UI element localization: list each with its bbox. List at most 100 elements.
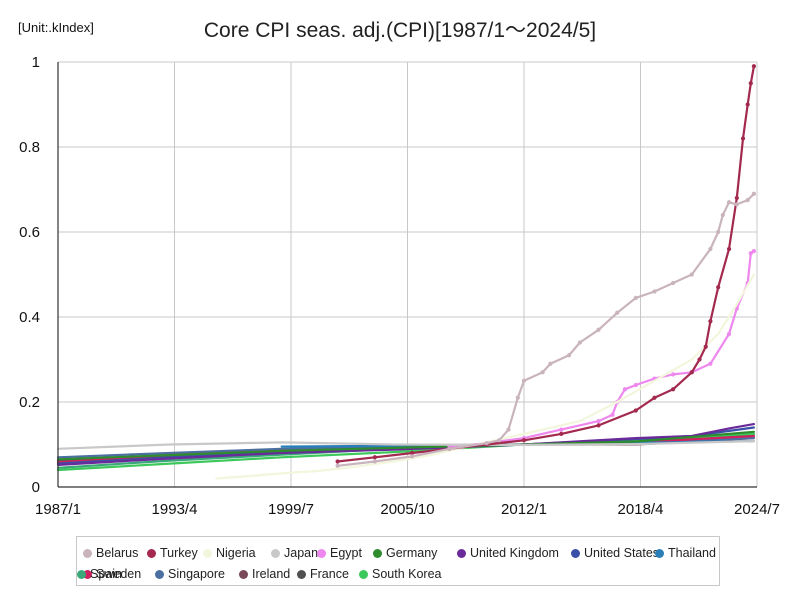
legend-item: Germany [373, 546, 437, 560]
data-point [748, 81, 753, 86]
data-point [559, 427, 564, 432]
legend-swatch [203, 549, 212, 558]
y-tick-label: 1 [32, 54, 40, 71]
data-point [748, 251, 753, 256]
data-point [577, 340, 583, 345]
legend-label: Thailand [668, 546, 716, 560]
x-tick-label: 1987/1 [35, 501, 81, 518]
legend-label: Sweden [96, 567, 142, 581]
legend-item: Thailand [655, 546, 716, 560]
legend-item: Sweden [83, 567, 141, 581]
data-point [484, 441, 489, 446]
legend-swatch [83, 570, 92, 579]
data-point [548, 361, 553, 366]
series-line-south-korea [56, 432, 755, 472]
legend-swatch [655, 549, 664, 558]
x-tick-label: 2018/4 [618, 501, 664, 518]
legend-label: Singapore [168, 567, 225, 581]
legend-label: Egypt [330, 546, 362, 560]
data-point [521, 438, 527, 443]
chart-title: Core CPI seas. adj.(CPI)[1987/1〜2024/5] [203, 19, 597, 42]
data-point [726, 200, 732, 205]
data-point [622, 387, 628, 392]
legend: Belarus Turkey Nigeria Japan Egypt Germany Uni… [76, 536, 720, 586]
series-line-japan [56, 440, 755, 450]
data-point [745, 102, 750, 107]
data-point [410, 454, 415, 459]
data-point [716, 285, 721, 290]
series-lines [56, 64, 756, 480]
legend-label: Germany [386, 546, 438, 560]
data-point [521, 378, 527, 383]
legend-swatch [571, 549, 580, 558]
data-point [372, 459, 377, 464]
data-point [726, 246, 732, 252]
legend-item: Japan [271, 546, 318, 560]
data-point [716, 229, 721, 235]
data-point [751, 191, 756, 196]
legend-item: Singapore [155, 567, 225, 581]
data-point [652, 289, 657, 294]
data-point [596, 327, 601, 332]
data-point [410, 450, 415, 456]
legend-label: Nigeria [216, 546, 256, 560]
series-line-germany [56, 430, 755, 461]
legend-label: Turkey [160, 546, 198, 560]
legend-swatch [239, 570, 248, 579]
x-tick-label: 2012/1 [501, 501, 547, 518]
legend-label: Japan [284, 546, 319, 560]
y-tick-label: 0.4 [19, 309, 40, 326]
data-point [671, 280, 676, 286]
legend-label: United States [584, 546, 660, 560]
legend-item: France [297, 567, 349, 581]
series-line-egypt [448, 250, 755, 448]
data-point [335, 463, 340, 468]
grid-lines [57, 61, 758, 488]
legend-label: Belarus [96, 546, 139, 560]
data-point [559, 431, 564, 436]
data-point [372, 455, 377, 460]
legend-label: France [310, 567, 349, 581]
data-point [697, 357, 702, 362]
x-tick-label: 1993/4 [152, 501, 198, 518]
data-point [596, 419, 601, 424]
legend-item: South Korea [359, 567, 442, 581]
data-point [633, 382, 638, 388]
data-point [708, 246, 713, 252]
legend-label: Ireland [252, 567, 291, 581]
data-point [506, 427, 511, 432]
data-point [497, 438, 502, 443]
legend-item: Ireland [239, 567, 290, 581]
data-point [335, 459, 340, 464]
legend-item: Spain [77, 567, 122, 581]
legend-swatch [317, 549, 326, 558]
data-point [745, 198, 750, 203]
data-point [689, 272, 694, 277]
data-point [633, 408, 638, 413]
x-tick-label: 2005/10 [380, 501, 434, 518]
data-point [610, 412, 615, 417]
legend-swatch [77, 570, 86, 579]
data-point [596, 423, 601, 428]
series-line-nigeria [215, 273, 755, 480]
data-point [708, 361, 713, 366]
legend-swatch [271, 549, 280, 558]
data-point [726, 331, 732, 337]
tick-labels: 0 0.2 0.4 0.6 0.8 1 1987/1 1993/4 1999/7 2005/10 2… [19, 54, 780, 518]
legend-item: United States [571, 546, 659, 560]
data-point [740, 136, 746, 141]
legend-swatch [147, 549, 156, 558]
legend-label: United Kingdom [470, 546, 559, 560]
data-point [615, 310, 620, 315]
unit-label: [Unit:.kIndex] [18, 20, 94, 35]
data-point [540, 370, 545, 375]
legend-item: Turkey [147, 546, 198, 560]
data-point [689, 370, 694, 375]
data-point [734, 202, 739, 207]
data-point [703, 344, 708, 349]
axes [57, 62, 757, 488]
legend-item: Belarus [83, 546, 138, 560]
legend-item: Egypt [317, 546, 362, 560]
x-tick-label: 2024/7 [734, 501, 780, 518]
data-point [734, 195, 739, 201]
